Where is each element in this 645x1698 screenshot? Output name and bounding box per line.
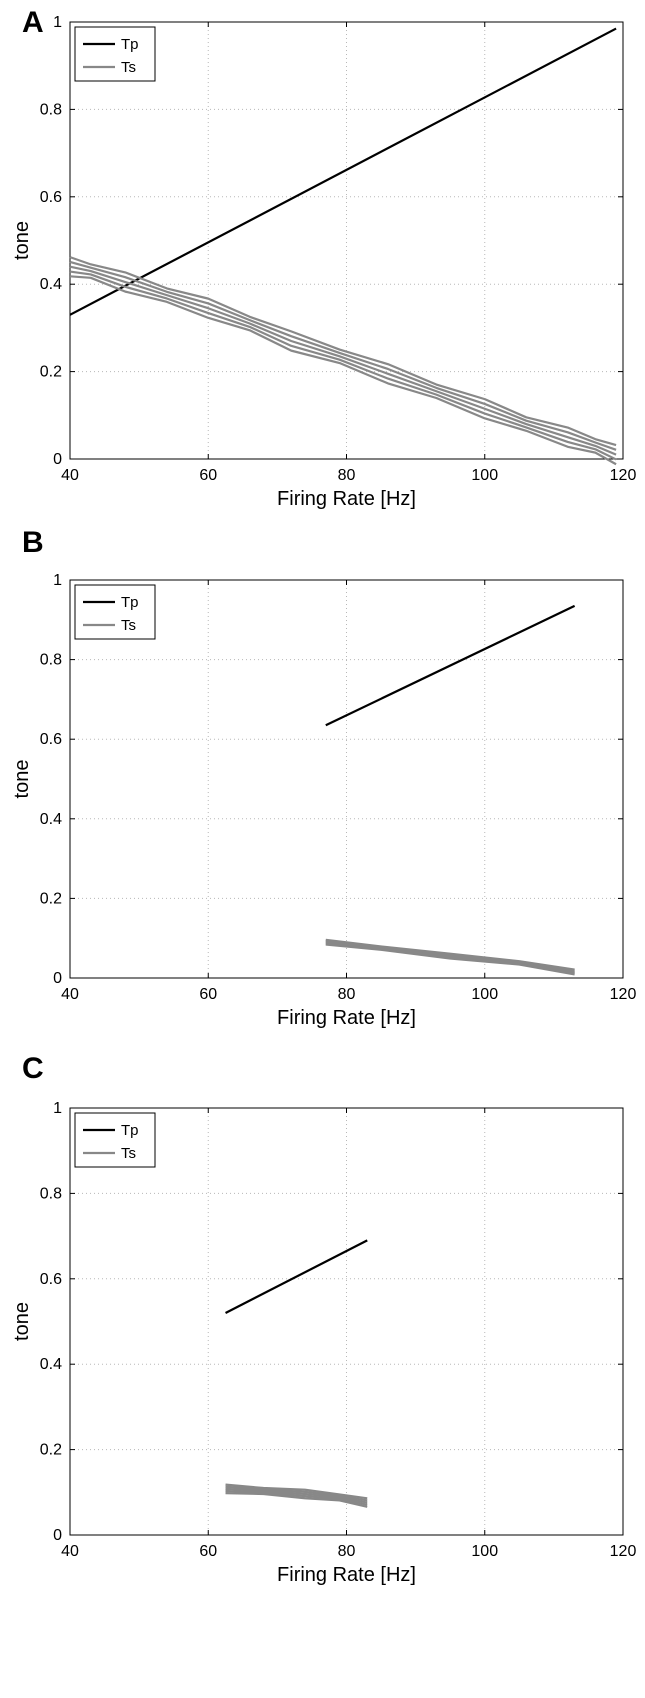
y-tick-label: 1 bbox=[53, 14, 62, 31]
panel-c-letter: C bbox=[22, 1052, 44, 1085]
x-axis-label: Firing Rate [Hz] bbox=[277, 488, 416, 510]
x-tick-label: 80 bbox=[338, 467, 356, 484]
legend-label-tp: Tp bbox=[121, 594, 139, 611]
axes-box bbox=[69, 579, 624, 979]
series-line-tp bbox=[325, 604, 576, 727]
y-tick-label: 0 bbox=[53, 451, 62, 468]
y-tick-label: 0.6 bbox=[40, 189, 62, 206]
y-tick-label: 0.8 bbox=[40, 101, 62, 118]
x-tick-label: 120 bbox=[610, 986, 637, 1003]
x-tick-label: 60 bbox=[199, 1543, 217, 1560]
series-line-tp bbox=[225, 1239, 368, 1314]
series-line-ts bbox=[225, 1485, 368, 1502]
y-tick-label: 0.6 bbox=[40, 1271, 62, 1288]
y-tick-label: 0.2 bbox=[40, 364, 62, 381]
y-tick-label: 0.2 bbox=[40, 1442, 62, 1459]
x-tick-label: 80 bbox=[338, 1543, 356, 1560]
series-line-tp bbox=[69, 27, 617, 316]
x-tick-label: 100 bbox=[471, 1543, 498, 1560]
x-tick-label: 40 bbox=[61, 467, 79, 484]
series-line-ts bbox=[225, 1483, 368, 1500]
x-tick-label: 100 bbox=[471, 986, 498, 1003]
series-line-ts bbox=[69, 256, 617, 447]
x-axis-label: Firing Rate [Hz] bbox=[277, 1564, 416, 1586]
x-axis-label: Firing Rate [Hz] bbox=[277, 1007, 416, 1029]
x-tick-label: 60 bbox=[199, 467, 217, 484]
y-tick-label: 0.2 bbox=[40, 890, 62, 907]
y-axis-label: tone bbox=[11, 760, 33, 799]
y-axis-label: tone bbox=[11, 1302, 33, 1341]
y-tick-label: 0.4 bbox=[40, 811, 62, 828]
legend-box bbox=[74, 26, 156, 82]
y-tick-label: 0.8 bbox=[40, 652, 62, 669]
x-tick-label: 40 bbox=[61, 986, 79, 1003]
y-tick-label: 0 bbox=[53, 970, 62, 987]
y-tick-label: 0.4 bbox=[40, 1356, 62, 1373]
legend-label-ts: Ts bbox=[121, 617, 136, 634]
series-line-ts bbox=[325, 938, 575, 971]
series-line-ts bbox=[325, 943, 575, 976]
series-line-ts bbox=[69, 265, 617, 456]
x-tick-label: 60 bbox=[199, 986, 217, 1003]
series-line-ts bbox=[69, 270, 617, 461]
series-line-ts bbox=[69, 275, 617, 466]
legend-box bbox=[74, 584, 156, 640]
legend-label-tp: Tp bbox=[121, 1122, 139, 1139]
plot-c: 40 60 80 100 120 0 0.2 0.4 0.6 0.8 1 Firing Rate [H… bbox=[11, 1100, 636, 1586]
x-tick-label: 80 bbox=[338, 986, 356, 1003]
series-line-ts bbox=[225, 1489, 368, 1506]
legend-label-ts: Ts bbox=[121, 1145, 136, 1162]
y-tick-label: 0.4 bbox=[40, 276, 62, 293]
x-tick-label: 120 bbox=[610, 467, 637, 484]
y-axis-label: tone bbox=[11, 221, 33, 260]
plot-a: 40 60 80 100 120 0 0.2 0.4 0.6 0.8 1 Firing Rate [H… bbox=[11, 14, 636, 510]
legend-box bbox=[74, 1112, 156, 1168]
x-tick-label: 100 bbox=[471, 467, 498, 484]
axes-box bbox=[69, 21, 624, 460]
x-tick-label: 40 bbox=[61, 1543, 79, 1560]
y-tick-label: 0.6 bbox=[40, 731, 62, 748]
series-line-ts bbox=[225, 1487, 368, 1504]
y-tick-label: 0.8 bbox=[40, 1185, 62, 1202]
legend-label-ts: Ts bbox=[121, 59, 136, 76]
y-tick-label: 1 bbox=[53, 1100, 62, 1117]
plot-b: 40 60 80 100 120 0 0.2 0.4 0.6 0.8 1 Firing Rate [H… bbox=[11, 572, 636, 1029]
y-tick-label: 0 bbox=[53, 1527, 62, 1544]
series-line-ts bbox=[69, 260, 617, 451]
panel-b-letter: B bbox=[22, 526, 44, 559]
legend-label-tp: Tp bbox=[121, 36, 139, 53]
x-tick-label: 120 bbox=[610, 1543, 637, 1560]
y-tick-label: 1 bbox=[53, 572, 62, 589]
panel-a-letter: A bbox=[22, 6, 44, 39]
series-line-ts bbox=[225, 1492, 368, 1508]
